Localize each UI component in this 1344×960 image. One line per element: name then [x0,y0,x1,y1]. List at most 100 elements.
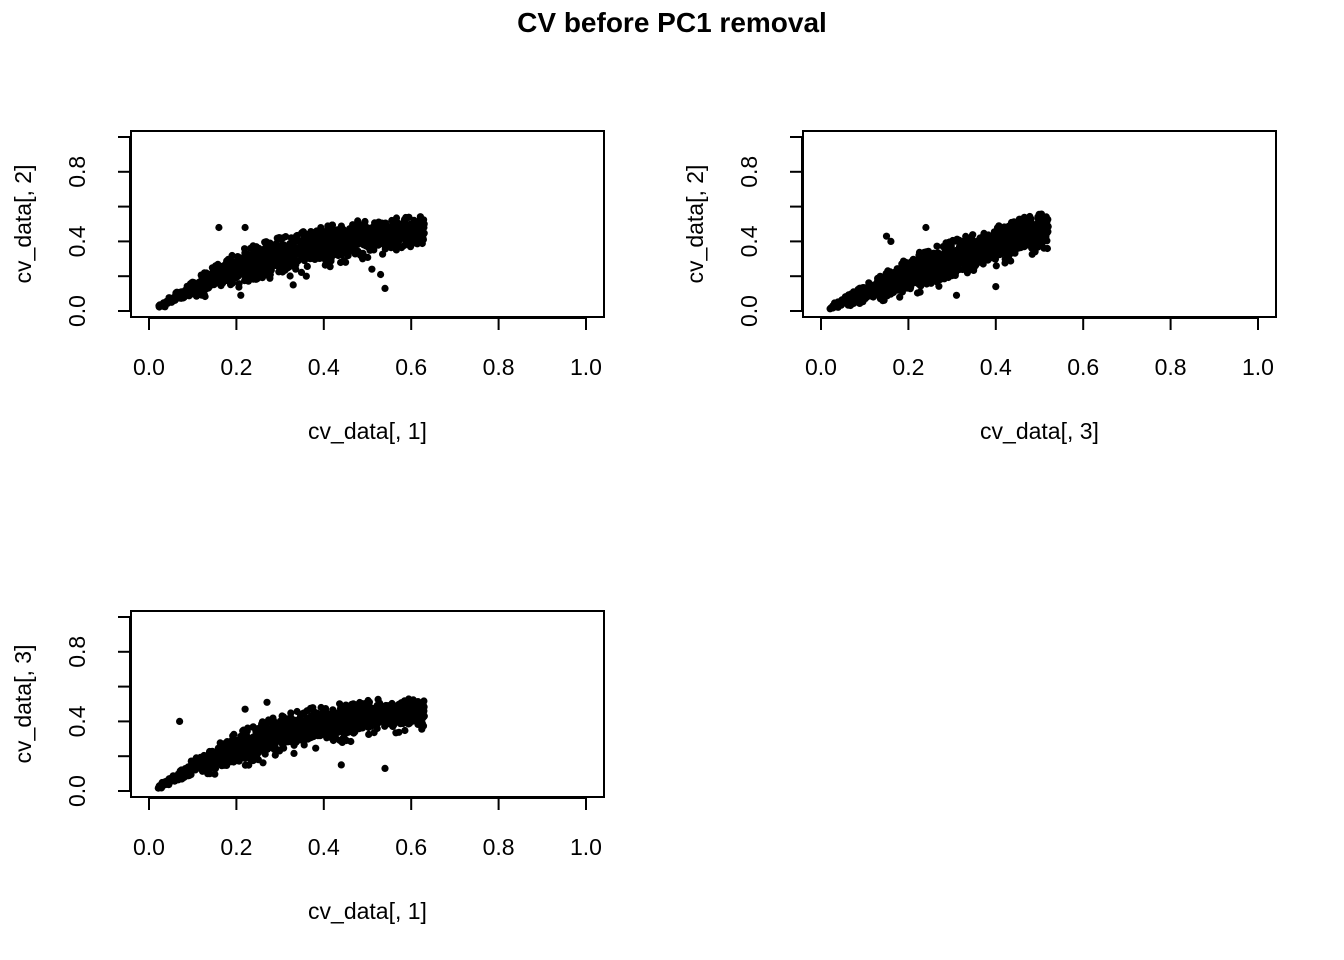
data-point [249,275,257,283]
data-point [169,773,177,781]
x-tick-label: 0.0 [133,834,165,860]
data-point-outlier [176,717,184,726]
data-point [262,260,270,268]
data-point [295,719,303,727]
data-points [155,213,428,311]
data-point-outlier [342,258,350,266]
x-axis-label: cv_data[, 3] [980,418,1099,444]
x-tick-label: 0.4 [308,354,340,380]
data-point [926,252,934,261]
data-point [320,229,328,237]
data-point [379,250,387,258]
data-point [307,704,315,712]
data-point [328,245,336,253]
data-point [339,225,347,234]
data-point [1003,224,1011,232]
data-point-outlier [289,281,297,289]
y-tick-label: 0.4 [64,705,90,737]
data-point [260,736,268,744]
data-point [300,741,308,749]
panels: 0.0 0.2 0.4 0.6 0.8 1.0cv_data[, 1]0.00.40.8c… [10,130,1277,924]
y-tick-label: 0.0 [736,295,762,327]
data-point [386,720,394,728]
data-point-outlier [215,223,223,232]
data-point [288,252,296,260]
data-point [354,247,362,255]
data-point [383,713,391,721]
x-tick-label: 1.0 [1242,354,1274,380]
data-point [352,721,360,729]
x-tick-label: 0.4 [980,354,1012,380]
data-point [1041,234,1049,242]
data-point [353,701,361,709]
data-point [175,293,183,301]
figure-title: CV before PC1 removal [517,7,827,38]
data-point [350,224,358,232]
data-point [267,266,275,274]
data-point [235,280,243,288]
data-point [968,232,976,241]
data-point [387,224,396,232]
y-tick-label: 0.8 [64,636,90,668]
data-point [290,741,298,749]
data-point [988,244,996,252]
data-point [233,739,241,748]
data-point [984,231,992,239]
data-point [404,223,412,231]
x-tick-label: 1.0 [570,834,602,860]
y-tick-label: 0.4 [64,225,90,257]
data-point [917,261,925,269]
data-point [352,237,360,245]
data-point [292,729,300,737]
data-point [326,263,334,271]
x-tick-label: 0.0 [133,354,165,380]
data-point [1008,246,1016,254]
data-point-outlier [952,291,961,299]
data-point-outlier [237,291,245,299]
data-point [201,283,209,292]
data-point [241,732,249,740]
data-point [278,267,286,275]
data-point [952,268,960,276]
data-point-outlier [420,712,428,720]
data-point [247,244,255,252]
data-point [328,221,336,229]
data-point [950,252,959,260]
data-point [916,288,924,296]
data-point [358,711,366,719]
data-point [283,264,291,272]
data-point [298,229,306,237]
data-point [992,262,1000,270]
data-point [951,258,960,266]
data-point [310,714,319,722]
data-point [897,283,905,291]
data-points [154,695,428,792]
data-point [896,265,905,273]
x-tick-label: 0.0 [805,354,837,380]
data-point [230,750,238,758]
data-point-outlier [1031,248,1039,256]
data-point [297,268,306,276]
data-point [223,276,231,284]
data-point-outlier [887,237,895,245]
data-point [343,717,351,725]
data-point-outlier [381,764,389,773]
data-point [301,720,309,728]
data-point [311,729,319,737]
x-tick-label: 1.0 [570,354,602,380]
data-point [420,703,428,711]
data-point [297,249,306,257]
data-point [884,267,892,275]
data-point [363,233,371,241]
data-point [267,253,275,262]
x-tick-label: 0.8 [483,354,515,380]
data-point [1033,230,1041,238]
data-point-outlier [377,270,385,279]
data-point [347,737,355,746]
data-point [244,724,252,732]
y-axis-label: cv_data[, 2] [10,165,36,284]
data-point [252,258,260,267]
data-point [198,291,206,299]
x-tick-label: 0.4 [308,834,340,860]
data-point [252,734,260,742]
